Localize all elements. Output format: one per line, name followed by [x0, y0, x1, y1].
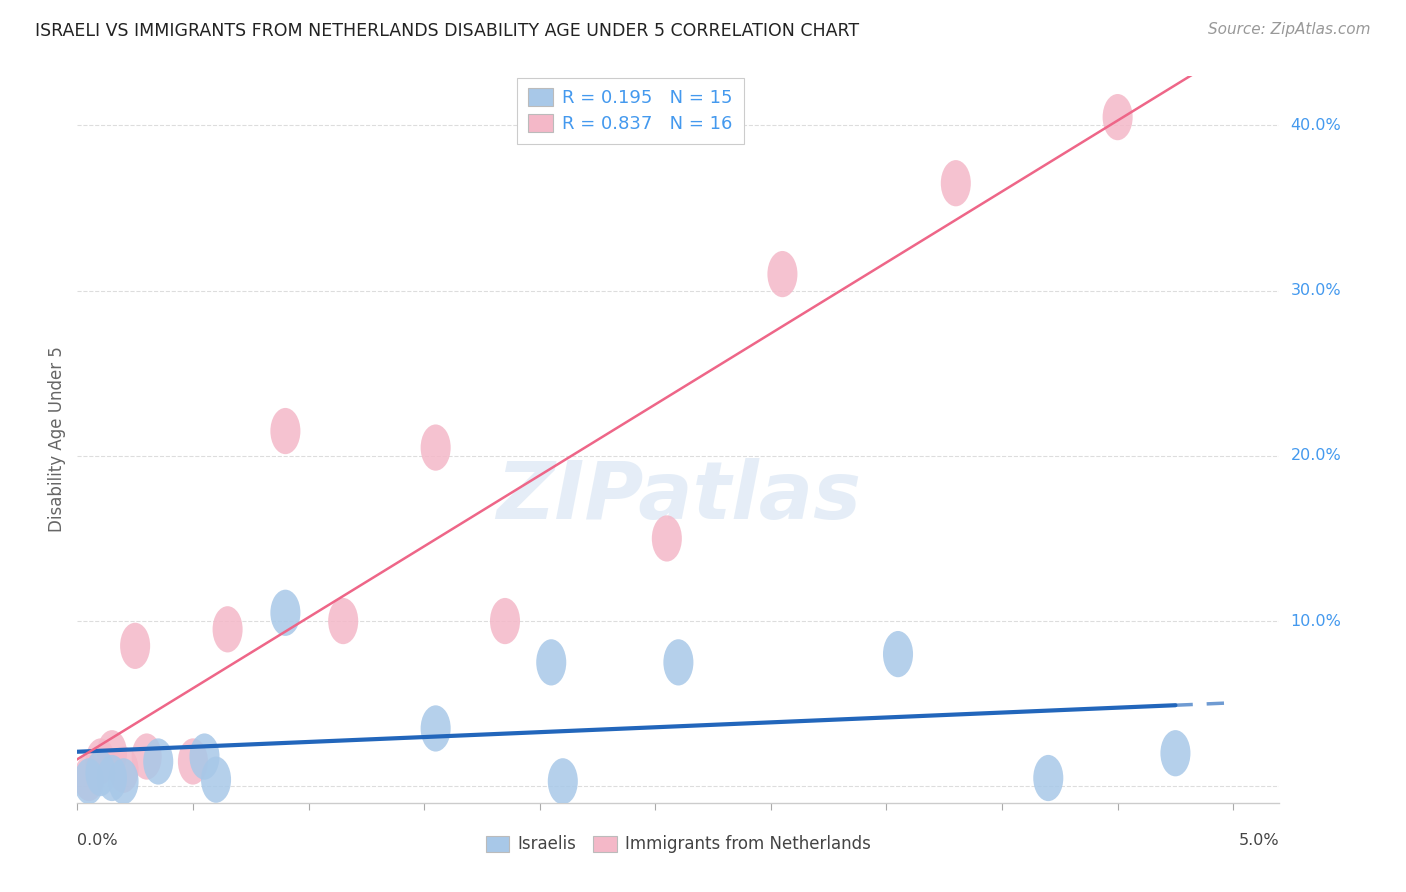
Ellipse shape — [97, 730, 127, 776]
Ellipse shape — [420, 706, 451, 752]
Ellipse shape — [108, 758, 139, 805]
Text: 5.0%: 5.0% — [1239, 833, 1279, 848]
Ellipse shape — [652, 516, 682, 562]
Ellipse shape — [664, 640, 693, 685]
Ellipse shape — [941, 160, 970, 206]
Text: ZIPatlas: ZIPatlas — [496, 458, 860, 536]
Ellipse shape — [190, 733, 219, 780]
Ellipse shape — [270, 408, 301, 454]
Ellipse shape — [143, 739, 173, 785]
Y-axis label: Disability Age Under 5: Disability Age Under 5 — [48, 346, 66, 533]
Text: 10.0%: 10.0% — [1291, 614, 1341, 629]
Text: 20.0%: 20.0% — [1291, 449, 1341, 463]
Ellipse shape — [86, 739, 115, 785]
Ellipse shape — [768, 251, 797, 297]
Ellipse shape — [75, 758, 104, 805]
Legend: Israelis, Immigrants from Netherlands: Israelis, Immigrants from Netherlands — [479, 829, 877, 860]
Ellipse shape — [75, 755, 104, 801]
Text: ISRAELI VS IMMIGRANTS FROM NETHERLANDS DISABILITY AGE UNDER 5 CORRELATION CHART: ISRAELI VS IMMIGRANTS FROM NETHERLANDS D… — [35, 22, 859, 40]
Ellipse shape — [270, 590, 301, 636]
Text: Source: ZipAtlas.com: Source: ZipAtlas.com — [1208, 22, 1371, 37]
Ellipse shape — [132, 733, 162, 780]
Ellipse shape — [179, 739, 208, 785]
Ellipse shape — [536, 640, 567, 685]
Ellipse shape — [86, 750, 115, 797]
Ellipse shape — [212, 607, 243, 652]
Text: 30.0%: 30.0% — [1291, 283, 1341, 298]
Ellipse shape — [489, 598, 520, 644]
Text: 0.0%: 0.0% — [77, 833, 118, 848]
Ellipse shape — [97, 755, 127, 801]
Ellipse shape — [1160, 730, 1191, 776]
Ellipse shape — [328, 598, 359, 644]
Ellipse shape — [548, 758, 578, 805]
Ellipse shape — [1033, 755, 1063, 801]
Text: 40.0%: 40.0% — [1291, 118, 1341, 133]
Ellipse shape — [1102, 94, 1133, 140]
Ellipse shape — [108, 747, 139, 793]
Ellipse shape — [201, 756, 231, 803]
Ellipse shape — [883, 631, 912, 677]
Ellipse shape — [120, 623, 150, 669]
Ellipse shape — [420, 425, 451, 471]
